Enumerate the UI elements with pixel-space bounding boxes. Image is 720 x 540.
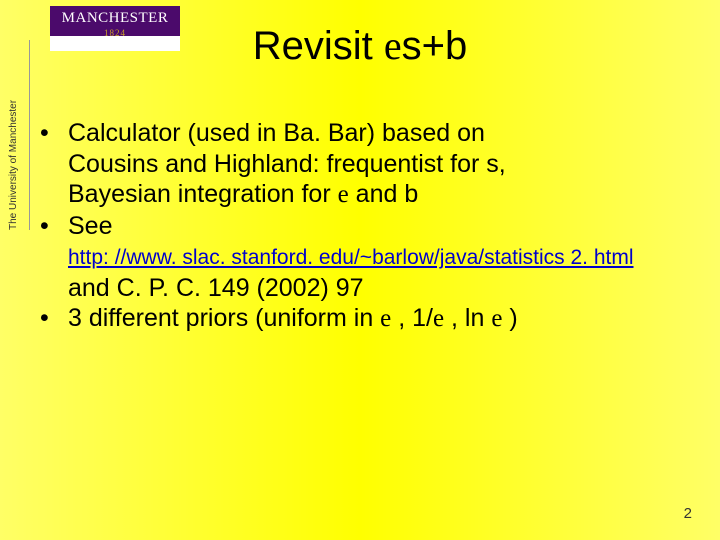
reference-citation: and C. P. C. 149 (2002) 97 bbox=[68, 273, 680, 304]
bullet-2-text: See bbox=[68, 211, 680, 242]
sidebar-institution: The University of Manchester bbox=[8, 100, 19, 230]
bullet-3-eps-1: e bbox=[380, 305, 391, 332]
bullet-1: • Calculator (used in Ba. Bar) based on … bbox=[40, 118, 680, 211]
bullet-3-text: 3 different priors (uniform in e , 1/e ,… bbox=[68, 303, 680, 335]
bullet-3-post: ) bbox=[502, 304, 517, 332]
bullet-marker: • bbox=[40, 118, 68, 211]
bullet-1-text: Calculator (used in Ba. Bar) based on Co… bbox=[68, 118, 680, 211]
title-rest: s+b bbox=[402, 24, 468, 68]
title-epsilon: e bbox=[384, 23, 402, 68]
reference-link[interactable]: http: //www. slac. stanford. edu/~barlow… bbox=[68, 245, 634, 271]
slide-title: Revisit es+b bbox=[0, 22, 720, 69]
bullet-marker: • bbox=[40, 303, 68, 335]
bullet-1-line-3b: and b bbox=[349, 180, 419, 208]
bullet-3-eps-2: e bbox=[433, 305, 444, 332]
bullet-marker: • bbox=[40, 211, 68, 242]
bullet-1-eps: e bbox=[338, 181, 349, 208]
bullet-2: • See bbox=[40, 211, 680, 242]
page-number: 2 bbox=[684, 505, 692, 522]
title-prefix: Revisit bbox=[253, 24, 384, 68]
bullet-3-eps-3: e bbox=[491, 305, 502, 332]
slide-body: • Calculator (used in Ba. Bar) based on … bbox=[40, 118, 680, 335]
bullet-3-mid2: , ln bbox=[444, 304, 491, 332]
bullet-1-line-3a: Bayesian integration for bbox=[68, 180, 338, 208]
bullet-1-line-2: Cousins and Highland: frequentist for s, bbox=[68, 150, 506, 178]
bullet-3: • 3 different priors (uniform in e , 1/e… bbox=[40, 303, 680, 335]
bullet-3-mid1: , 1/ bbox=[391, 304, 433, 332]
bullet-3-pre: 3 different priors (uniform in bbox=[68, 304, 380, 332]
bullet-1-line-1: Calculator (used in Ba. Bar) based on bbox=[68, 119, 485, 147]
